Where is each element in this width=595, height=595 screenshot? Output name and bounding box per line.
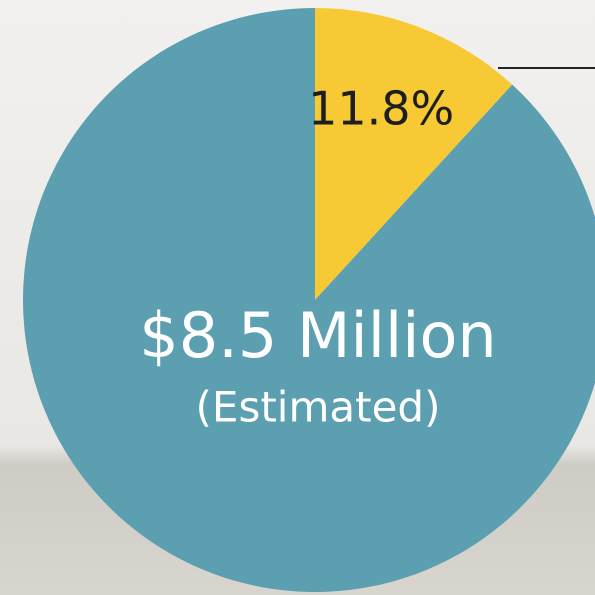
pie-slice [315,8,513,300]
data-label: 11.8% [308,82,454,136]
labels: $8.5 Million (Estimated) 11.8% [139,82,496,432]
annotation: $8.5 Million [139,299,496,372]
pie-slice [23,8,595,592]
annotation: (Estimated) [196,383,441,432]
pie [23,8,595,592]
